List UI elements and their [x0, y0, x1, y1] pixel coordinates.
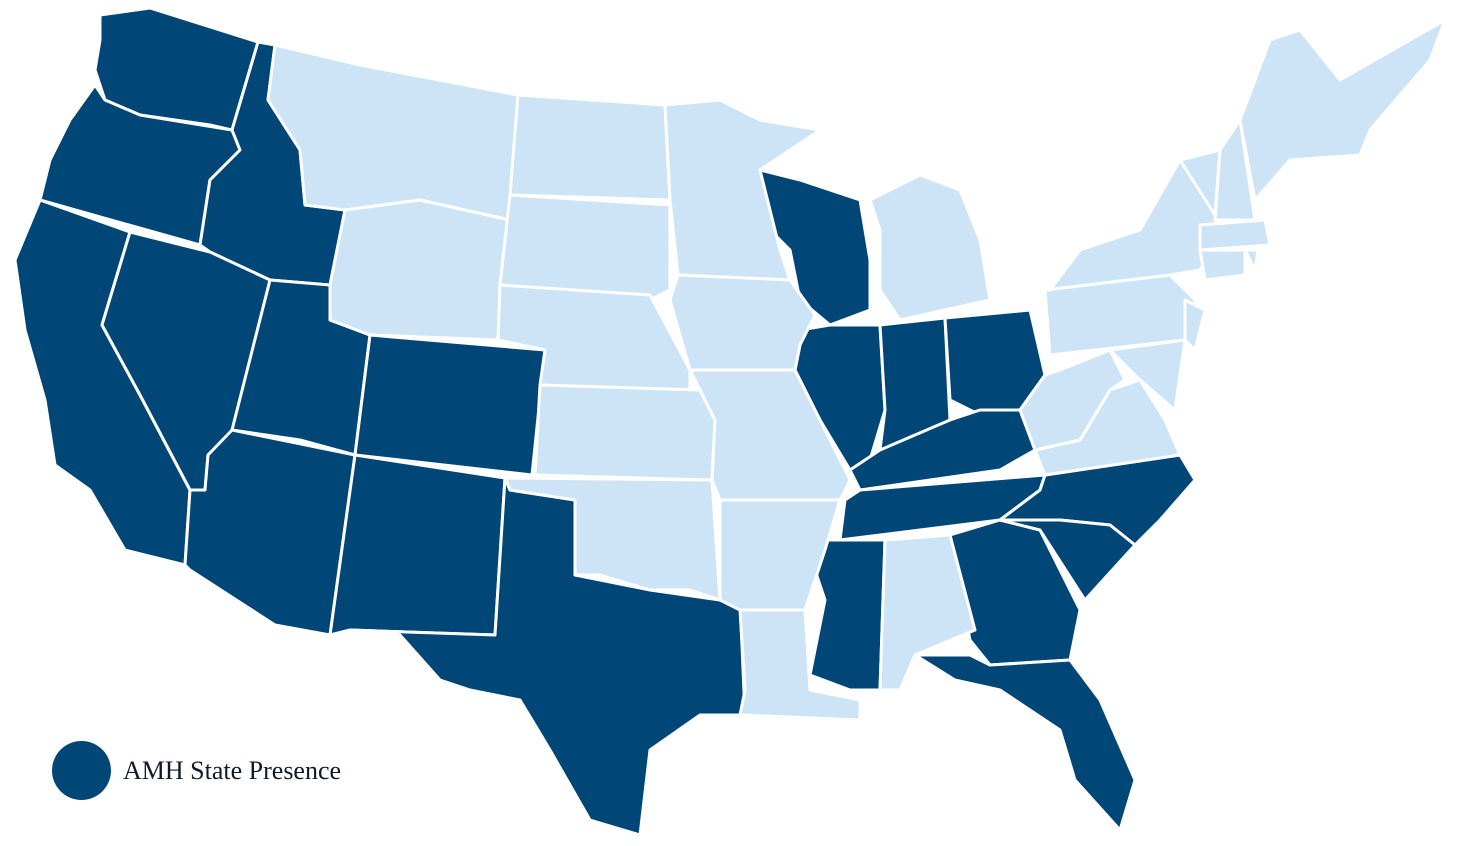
state-mi: [868, 173, 992, 322]
legend: AMH State Presence: [52, 741, 341, 800]
state-sc: [998, 518, 1137, 602]
state-la: [738, 608, 862, 722]
state-ok: [503, 476, 722, 602]
state-co: [353, 333, 547, 477]
state-md: [1108, 338, 1187, 412]
legend-label: AMH State Presence: [123, 755, 342, 785]
state-wy: [328, 198, 512, 342]
state-ma: [1198, 218, 1272, 252]
legend-presence-swatch: [52, 741, 111, 800]
state-wv: [1018, 348, 1127, 452]
state-mn: [663, 98, 822, 282]
state-ri: [1243, 248, 1260, 272]
state-ia: [668, 273, 817, 372]
state-az: [183, 428, 357, 637]
state-mt: [266, 43, 520, 222]
state-nm: [328, 453, 507, 637]
state-fl: [913, 653, 1137, 832]
state-sd: [498, 193, 672, 302]
state-tx: [348, 476, 747, 837]
state-me: [1238, 18, 1447, 202]
state-al: [878, 533, 977, 692]
state-nj: [1183, 298, 1207, 352]
state-ks: [533, 383, 717, 482]
state-ct: [1198, 248, 1247, 282]
state-nd: [508, 93, 672, 202]
